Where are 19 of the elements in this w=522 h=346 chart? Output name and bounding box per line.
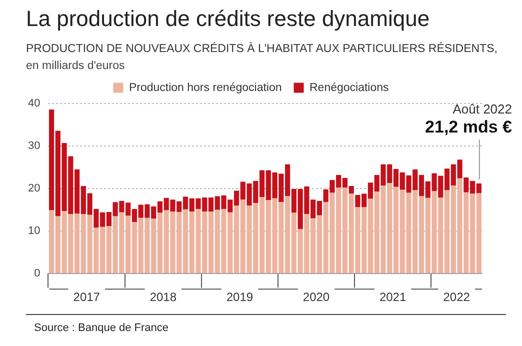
y-tick-label: 30 [28, 140, 40, 152]
x-tick-label: 2020 [302, 290, 330, 304]
annotation: Août 2022 [452, 102, 512, 116]
legend-label: Renégociations [310, 82, 390, 94]
x-tick-label: 2018 [150, 290, 177, 304]
x-tick-label: 2017 [73, 290, 100, 304]
y-tick-label: 10 [28, 225, 40, 238]
x-tick-label: 2021 [379, 290, 406, 304]
y-tick-label: 40 [28, 98, 40, 110]
x-tick-label: 2022 [443, 290, 470, 304]
x-tick-label: 2019 [226, 290, 254, 304]
legend-label: Production hors renégociation [128, 82, 282, 94]
y-axis-title: en milliards d'euros [26, 60, 125, 72]
chart-subtitle: PRODUCTION DE NOUVEAUX CRÉDITS À L'HABITAT AUX PARTICULIERS RÉSIDENTS, [26, 43, 498, 55]
y-tick-label: 0 [34, 268, 40, 280]
source-note: Source : Banque de France [34, 322, 169, 334]
y-tick-label: 20 [28, 182, 40, 195]
annotation: 21,2 mds € [425, 118, 513, 136]
chart-title: La production de crédits reste dynamique [26, 6, 430, 32]
